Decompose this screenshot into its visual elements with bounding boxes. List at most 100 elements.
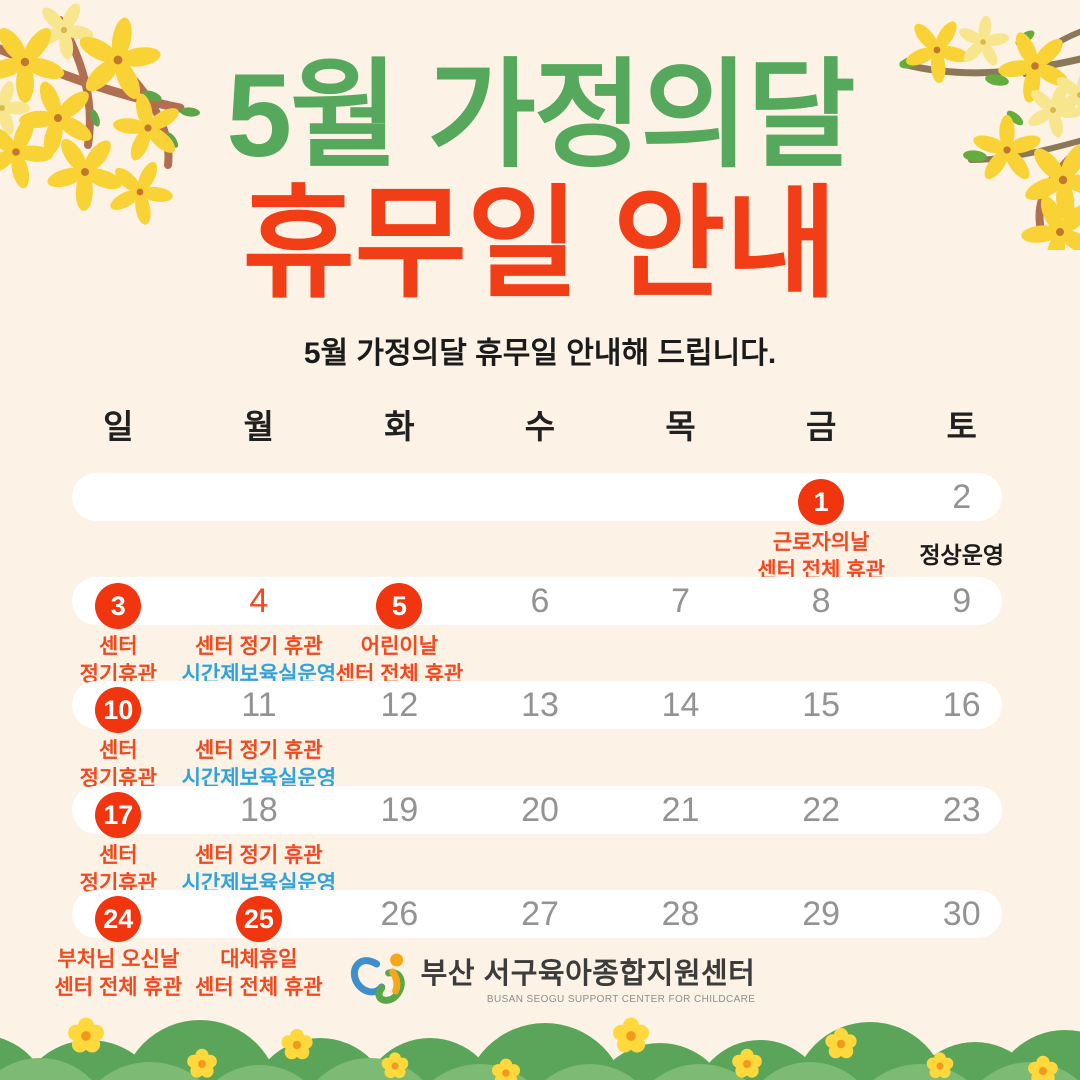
footer-logo: 부산 서구육아종합지원센터 BUSAN SEOGU SUPPORT CENTER… (349, 948, 756, 1006)
day-cell: 4 센터 정기 휴관 시간제보육실운영 (182, 577, 337, 686)
day-note-line: 어린이날 (360, 635, 439, 658)
day-cell: 24 부처님 오신날 센터 전체 휴관 (48, 890, 189, 999)
day-note-line: 대체휴일 (220, 948, 298, 971)
flower-bush-border-icon (0, 1017, 1080, 1080)
day-cell: 17 센터 정기휴관 (48, 786, 189, 895)
day-note-line: 센터 (98, 844, 138, 867)
date-number: 10 (103, 694, 134, 725)
day-cell: 6 (470, 577, 611, 625)
childcare-center-logo-icon (350, 953, 405, 1004)
date-number: 19 (380, 791, 419, 829)
date-number: 28 (661, 895, 700, 933)
week-background-pill (72, 473, 1002, 521)
date-number: 29 (802, 895, 841, 933)
day-cell: 11 센터 정기 휴관 시간제보육실운영 (182, 681, 337, 790)
date-number: 23 (942, 791, 981, 829)
org-name: 부산 서구육아종합지원센터 (420, 957, 756, 990)
day-cell: 19 (329, 786, 470, 834)
date-number: 11 (241, 686, 277, 724)
date-number: 18 (239, 791, 278, 829)
date-number: 12 (380, 686, 419, 724)
day-header-토: 토 (946, 408, 977, 445)
day-note-line: 센터 전체 휴관 (757, 559, 885, 582)
day-cell (48, 473, 189, 521)
date-number: 4 (249, 582, 269, 620)
day-notes: 부처님 오신날 센터 전체 휴관 (54, 946, 182, 1002)
holiday-date-badge: 1 (798, 479, 845, 525)
day-cell: 20 (470, 786, 611, 834)
holiday-date-badge: 24 (95, 896, 142, 942)
day-note-line: 정상운영 (919, 542, 1005, 568)
week-cells: 24 부처님 오신날 센터 전체 휴관 25 대체휴일 센터 전체 휴관 26 27 28 29 3… (48, 890, 1032, 999)
day-cell: 12 (329, 681, 470, 729)
day-cell: 26 (329, 890, 470, 938)
day-header-일: 일 (103, 408, 134, 445)
calendar-week-row: 24 부처님 오신날 센터 전체 휴관 25 대체휴일 센터 전체 휴관 26 27 28 29 3… (48, 890, 1032, 999)
date-number: 14 (661, 686, 700, 724)
day-header-월: 월 (243, 408, 275, 445)
holiday-date-badge: 10 (95, 687, 142, 733)
day-cell: 29 (751, 890, 892, 938)
day-note-line: 시간제보육실운영 (181, 663, 337, 686)
day-header-목: 목 (665, 408, 696, 445)
day-notes: 센터 정기 휴관 시간제보육실운영 (182, 842, 337, 898)
day-note-line: 센터 (98, 635, 138, 658)
date-number: 17 (103, 799, 134, 830)
day-cell: 7 (610, 577, 751, 625)
date-number: 26 (380, 895, 419, 933)
day-cell: 30 (891, 890, 1032, 938)
title-month-family: 5월 가정의달 (226, 50, 855, 182)
day-note-line: 센터 정기 휴관 (195, 844, 323, 867)
date-number: 6 (530, 582, 550, 620)
calendar-week-row: 1 근로자의날 센터 전체 휴관 2 정상운영 (48, 473, 1032, 582)
calendar-week-row: 17 센터 정기휴관 18 센터 정기 휴관 시간제보육실운영 19 20 21 22 23 (48, 786, 1032, 895)
date-number: 9 (952, 582, 972, 620)
day-note-line: 시간제보육실운영 (181, 767, 337, 790)
org-name-en: BUSAN SEOGU SUPPORT CENTER FOR CHILDCARE (486, 993, 756, 1005)
date-number: 8 (811, 582, 831, 620)
holiday-date-badge: 5 (376, 583, 423, 629)
week-cells: 10 센터 정기휴관 11 센터 정기 휴관 시간제보육실운영 12 13 14 15 16 (48, 681, 1032, 790)
day-cell: 13 (470, 681, 611, 729)
day-notes: 센터 정기 휴관 시간제보육실운영 (182, 633, 337, 689)
day-cell: 9 (891, 577, 1032, 625)
day-cell: 15 (751, 681, 892, 729)
date-number: 3 (110, 590, 126, 621)
week-background-pill (72, 786, 1002, 834)
day-cell: 27 (470, 890, 611, 938)
day-cell (329, 473, 470, 521)
date-number: 25 (243, 903, 274, 934)
poster-title: 5월 가정의달 휴무일 안내 (0, 50, 1080, 307)
week-background-pill (72, 577, 1002, 625)
day-note-line: 근로자의날 (772, 531, 870, 554)
day-header-화: 화 (384, 408, 415, 445)
day-cell: 28 (610, 890, 751, 938)
date-number: 15 (802, 686, 841, 724)
day-note-line: 정기휴관 (79, 767, 157, 790)
date-number: 20 (521, 791, 559, 829)
day-note-line: 센터 (98, 739, 138, 762)
day-note-line: 센터 전체 휴관 (335, 663, 464, 686)
holiday-date-badge: 25 (235, 896, 282, 942)
day-notes: 대체휴일 센터 전체 휴관 (195, 946, 323, 1002)
date-number: 22 (802, 791, 841, 829)
day-header-금: 금 (805, 408, 837, 445)
date-number: 5 (391, 590, 407, 621)
day-note-line: 정기휴관 (79, 663, 157, 686)
day-notes: 정상운영 (919, 529, 1004, 569)
title-holiday-notice: 휴무일 안내 (242, 176, 838, 313)
day-cell: 18 센터 정기 휴관 시간제보육실운영 (182, 786, 337, 895)
day-notes: 센터 정기휴관 (80, 842, 157, 898)
week-background-pill (72, 890, 1002, 938)
date-number: 13 (521, 686, 559, 724)
footer-logo-text: 부산 서구육아종합지원센터 BUSAN SEOGU SUPPORT CENTER… (421, 950, 756, 1005)
date-number: 30 (942, 895, 981, 933)
day-cell (470, 473, 611, 521)
week-cells: 17 센터 정기휴관 18 센터 정기 휴관 시간제보육실운영 19 20 21 22 23 (48, 786, 1032, 895)
